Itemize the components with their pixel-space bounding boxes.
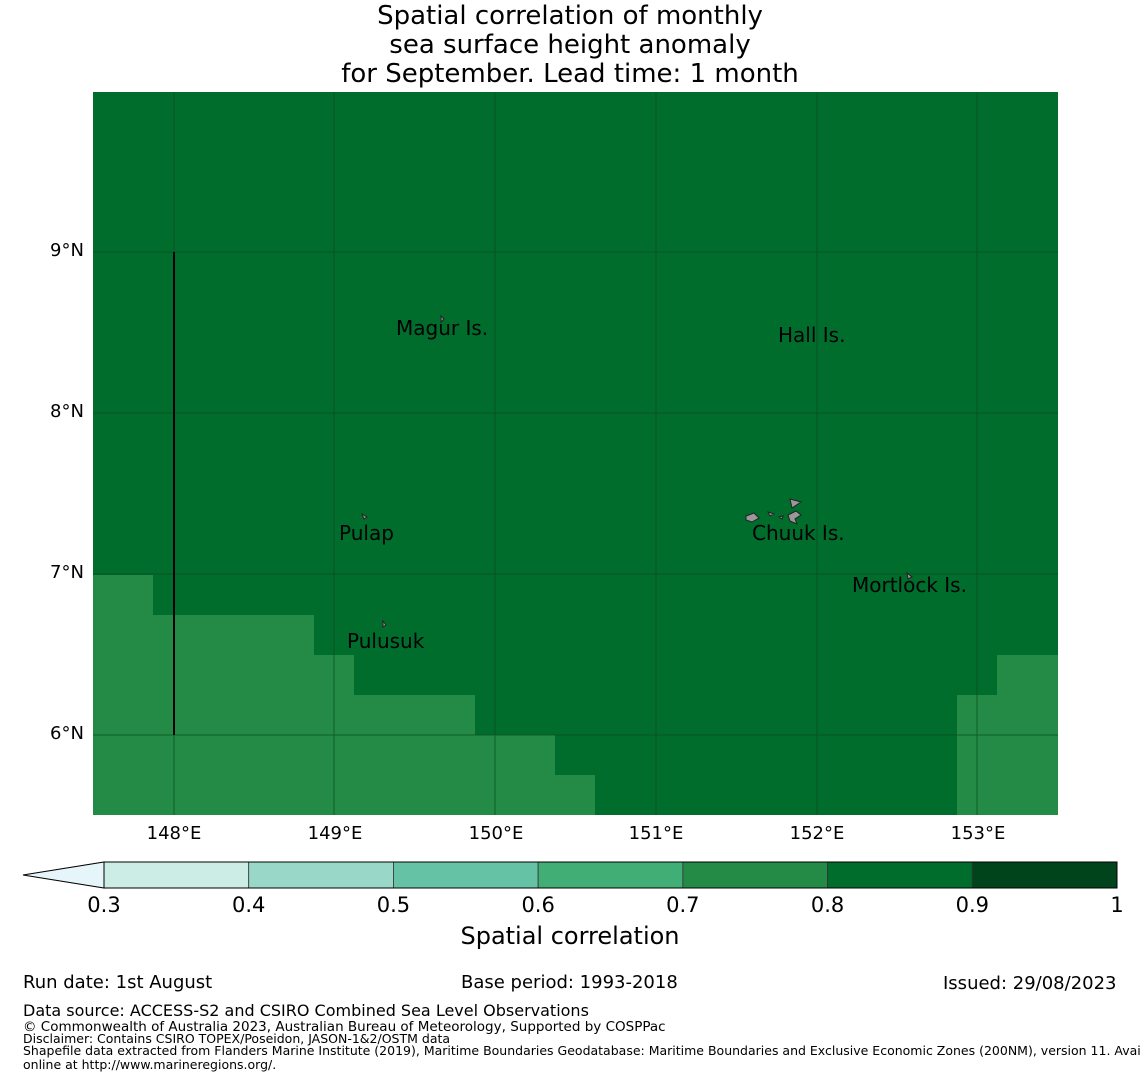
issued-date: Issued: 29/08/2023 — [943, 973, 1117, 994]
colorbar-segment — [103, 861, 250, 889]
colorbar-segments — [103, 861, 1118, 889]
lon-label-152e: 152°E — [789, 823, 845, 844]
place-label-pulap: Pulap — [339, 521, 394, 545]
place-label-hall: Hall Is. — [778, 323, 846, 347]
lat-label-6n: 6°N — [50, 723, 84, 744]
pulap-island-shape — [360, 512, 368, 520]
colorbar-segment — [537, 861, 684, 889]
gridlines — [93, 92, 1058, 815]
colorbar-tick-label: 0.5 — [376, 893, 411, 917]
run-date: Run date: 1st August — [23, 972, 213, 993]
disclaimer: Disclaimer: Contains CSIRO TOPEX/Poseido… — [23, 1031, 451, 1046]
copyright: © Commonwealth of Australia 2023, Austra… — [23, 1019, 666, 1035]
colorbar-tick-label: 0.6 — [521, 893, 555, 917]
colorbar-segment — [248, 861, 394, 889]
lon-label-149e: 149°E — [307, 823, 363, 844]
colorbar-segment — [682, 861, 828, 889]
pulusuk-island-shape — [382, 619, 387, 628]
colorbar-tick-label: 1 — [1110, 893, 1124, 917]
colorbar-segment — [827, 861, 973, 889]
title-line-2: sea surface height anomaly — [389, 30, 751, 60]
colorbar-outline — [103, 861, 1118, 889]
title-line-3: for September. Lead time: 1 month — [341, 59, 799, 89]
colorbar-tick-label: 0.9 — [955, 893, 989, 917]
magur-island-shape — [440, 314, 445, 324]
place-label-magur: Magur Is. — [396, 316, 489, 340]
place-label-pulusuk: Pulusuk — [347, 629, 425, 653]
title-line-1: Spatial correlation of monthly — [377, 1, 763, 31]
shapefile-credit-line-1: Shapefile data extracted from Flanders M… — [23, 1043, 1140, 1058]
islands — [360, 314, 913, 628]
colorbar-tick-label: 0.8 — [810, 893, 845, 917]
place-label-chuuk: Chuuk Is. — [752, 521, 845, 545]
shapefile-credit-line-2: online at http://www.marineregions.org/. — [23, 1057, 277, 1072]
chuuk-islands-shape — [745, 498, 803, 525]
colorbar-extend-arrow — [22, 861, 105, 889]
data-source: Data source: ACCESS-S2 and CSIRO Combine… — [23, 1001, 589, 1020]
lat-label-7n: 7°N — [50, 562, 84, 583]
base-period: Base period: 1993-2018 — [461, 972, 678, 993]
place-label-mortlock: Mortlock Is. — [852, 573, 967, 597]
lower-correlation-region-west — [93, 575, 595, 815]
colorbar — [22, 861, 1118, 889]
correlation-map — [93, 92, 1058, 815]
lon-label-150e: 150°E — [468, 823, 524, 844]
lat-label-9n: 9°N — [50, 240, 84, 261]
colorbar-segment — [971, 861, 1118, 889]
colorbar-segment — [393, 861, 539, 889]
mortlock-island-shape — [906, 571, 913, 580]
lon-label-153e: 153°E — [950, 823, 1006, 844]
lat-label-8n: 8°N — [50, 401, 84, 422]
chart-title: Spatial correlation of monthly sea surfa… — [0, 2, 1140, 89]
lon-label-148e: 148°E — [146, 823, 202, 844]
colorbar-tick-label: 0.3 — [87, 893, 121, 917]
lon-label-151e: 151°E — [628, 823, 684, 844]
colorbar-label: Spatial correlation — [460, 922, 680, 950]
colorbar-tick-label: 0.4 — [232, 893, 266, 917]
colorbar-tick-label: 0.7 — [666, 893, 700, 917]
